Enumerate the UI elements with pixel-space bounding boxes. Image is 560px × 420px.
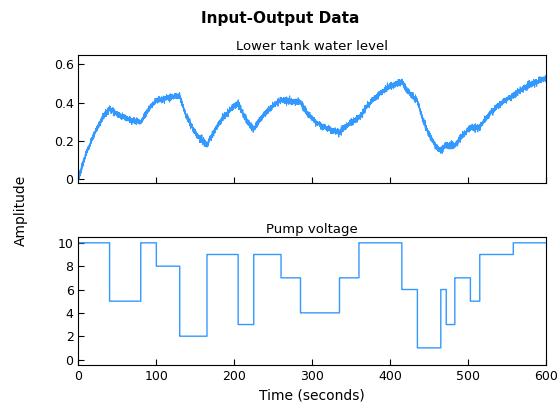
Text: Amplitude: Amplitude (14, 174, 28, 246)
Title: Lower tank water level: Lower tank water level (236, 40, 388, 53)
Title: Pump voltage: Pump voltage (267, 223, 358, 236)
X-axis label: Time (seconds): Time (seconds) (259, 389, 365, 403)
Text: Input-Output Data: Input-Output Data (201, 10, 359, 26)
